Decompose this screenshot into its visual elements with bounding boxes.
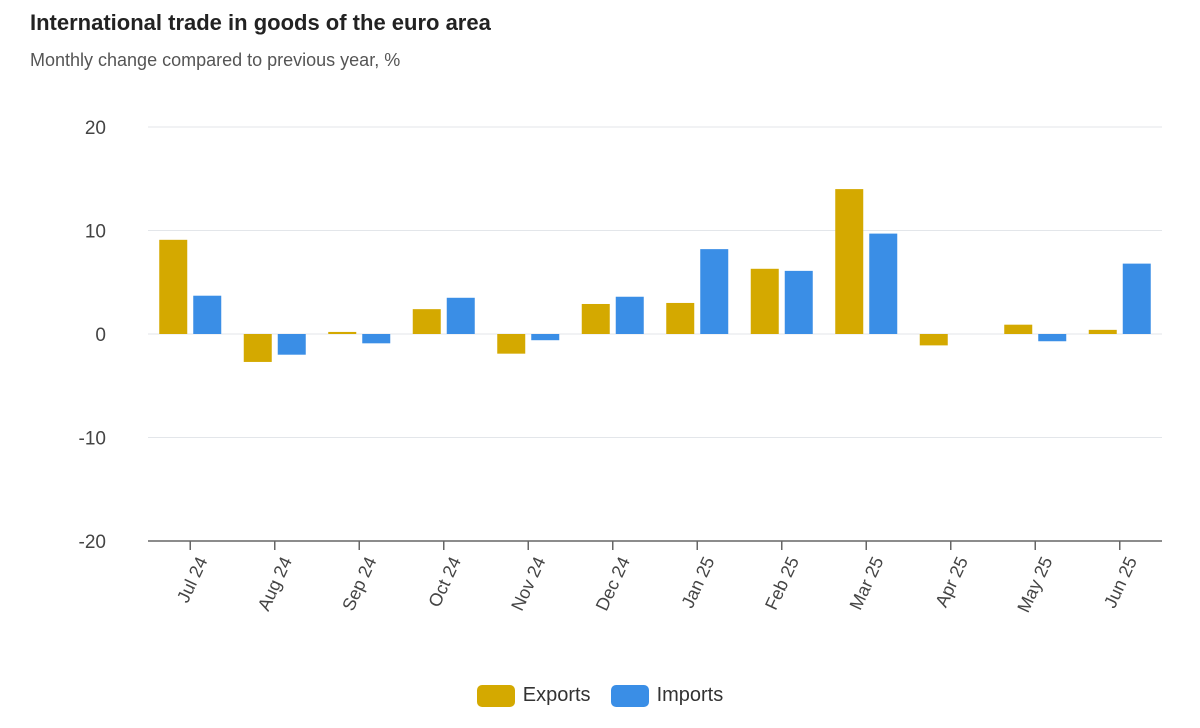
x-tick-label: Jul 24: [173, 554, 211, 606]
bar-imports-oct-24[interactable]: [446, 297, 475, 334]
bar-imports-sep-24[interactable]: [362, 334, 391, 344]
legend-swatch-exports: [476, 684, 515, 707]
bar-imports-jun-25[interactable]: [1122, 263, 1151, 334]
legend-label-imports: Imports: [656, 684, 724, 706]
y-tick-label: -20: [79, 532, 106, 553]
x-tick-label: Oct 24: [424, 554, 465, 611]
chart-subtitle: Monthly change compared to previous year…: [30, 50, 401, 70]
x-tick-label: Mar 25: [846, 554, 888, 613]
bar-exports-apr-25[interactable]: [919, 334, 948, 346]
x-tick-label: Dec 24: [592, 554, 634, 614]
x-tick-label: Jun 25: [1100, 554, 1141, 611]
x-tick-label: Nov 24: [507, 554, 549, 614]
legend-item-exports[interactable]: Exports: [476, 684, 591, 707]
x-tick-label: Aug 24: [254, 554, 296, 614]
bar-exports-mar-25[interactable]: [835, 189, 864, 334]
y-tick-label: -10: [79, 429, 106, 450]
x-tick-label: Apr 25: [931, 554, 972, 611]
y-tick-label: 0: [95, 325, 106, 346]
legend-item-imports[interactable]: Imports: [610, 684, 724, 707]
bar-imports-feb-25[interactable]: [784, 270, 813, 334]
bar-exports-oct-24[interactable]: [412, 309, 441, 334]
bar-imports-mar-25[interactable]: [869, 233, 898, 334]
x-tick-label: Jan 25: [678, 554, 719, 611]
bar-exports-sep-24[interactable]: [328, 331, 357, 334]
x-tick-label: Feb 25: [761, 554, 803, 613]
bar-imports-may-25[interactable]: [1038, 334, 1067, 342]
bar-exports-aug-24[interactable]: [243, 334, 272, 362]
bar-exports-may-25[interactable]: [1004, 324, 1033, 334]
legend-swatch-imports: [610, 684, 649, 707]
y-tick-label: 20: [85, 118, 106, 139]
bar-imports-jul-24[interactable]: [193, 295, 222, 334]
bar-exports-dec-24[interactable]: [581, 303, 610, 334]
chart-legend: Exports Imports: [0, 684, 1200, 707]
chart-title: International trade in goods of the euro…: [30, 10, 491, 35]
y-tick-label: 10: [85, 222, 106, 243]
legend-label-exports: Exports: [522, 684, 591, 706]
bar-imports-dec-24[interactable]: [615, 296, 644, 334]
bar-imports-nov-24[interactable]: [531, 334, 560, 341]
bar-exports-jun-25[interactable]: [1088, 329, 1117, 334]
bar-exports-nov-24[interactable]: [497, 334, 526, 354]
x-tick-label: Sep 24: [338, 554, 380, 614]
bar-imports-jan-25[interactable]: [700, 249, 729, 334]
bar-exports-jul-24[interactable]: [159, 239, 188, 334]
bar-exports-jan-25[interactable]: [666, 302, 695, 334]
x-tick-label: May 25: [1013, 554, 1056, 616]
bar-imports-aug-24[interactable]: [277, 334, 306, 355]
bar-exports-feb-25[interactable]: [750, 268, 779, 334]
